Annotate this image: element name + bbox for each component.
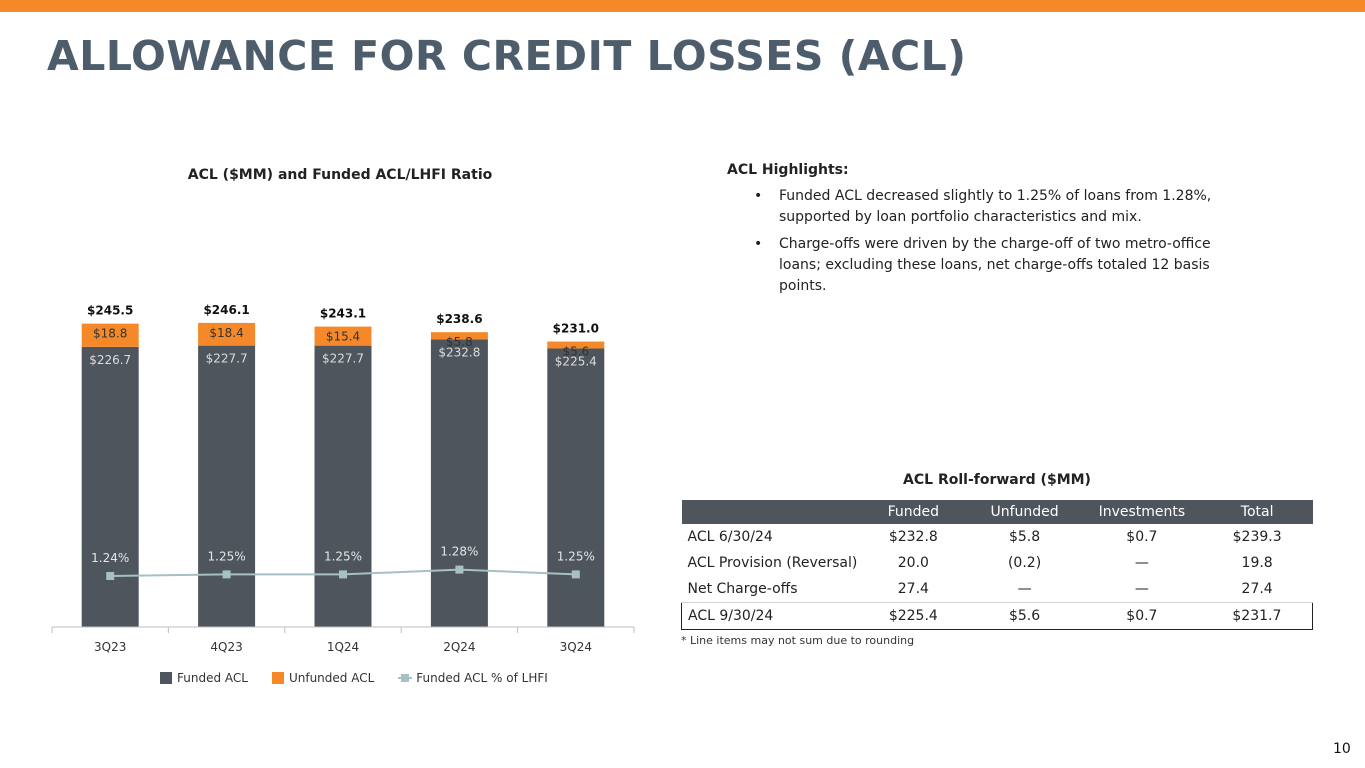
highlights-list: • Funded ACL decreased slightly to 1.25% … — [752, 186, 1222, 303]
bar-unfunded — [81, 323, 139, 347]
ratio-point — [571, 570, 580, 579]
header-cell-label — [681, 500, 860, 524]
row-label: ACL 6/30/24 — [687, 529, 773, 545]
chart-title: ACL ($MM) and Funded ACL/LHFI Ratio — [187, 167, 493, 183]
legend-label-unfunded: Unfunded ACL — [288, 671, 375, 685]
header-cell-investments: Investments — [1081, 500, 1202, 524]
legend-swatch-funded — [160, 672, 172, 684]
total-label: $231.0 — [553, 322, 599, 336]
top-accent-bar — [0, 0, 1365, 12]
cell-total: $231.7 — [1201, 602, 1313, 630]
cell-investments: — — [1081, 576, 1202, 603]
funded-label: $227.7 — [322, 352, 364, 366]
highlight-item: • Charge-offs were driven by the charge-o… — [752, 234, 1222, 297]
funded-label: $232.8 — [438, 345, 480, 359]
row-label: ACL Provision (Reversal) — [687, 555, 858, 571]
cell-funded: $232.8 — [888, 529, 938, 545]
legend-label-funded: Funded ACL — [177, 671, 248, 685]
x-tick-label: 2Q24 — [443, 640, 475, 654]
total-label: $245.5 — [87, 304, 133, 318]
legend-item-unfunded: Unfunded ACL — [271, 671, 375, 685]
bar-unfunded — [547, 341, 605, 349]
ratio-point — [455, 565, 464, 574]
rollforward-title: ACL Roll-forward ($MM) — [903, 472, 1091, 488]
page-number: 10 — [1333, 741, 1351, 757]
unfunded-label: $5.8 — [446, 335, 473, 349]
page-title: ALLOWANCE FOR CREDIT LOSSES (ACL) — [47, 32, 967, 80]
unfunded-label: $15.4 — [326, 330, 360, 344]
chart-legend: Funded ACL Unfunded ACL Funded ACL % of … — [160, 671, 572, 685]
legend-label-ratio: Funded ACL % of LHFI — [416, 671, 548, 685]
ratio-label: 1.28% — [440, 545, 478, 559]
table-row: ACL 6/30/24 $232.8 $5.8 $0.7 $239.3 — [682, 524, 1313, 550]
row-label: Net Charge-offs — [681, 576, 860, 603]
cell-unfunded: $5.8 — [1008, 529, 1041, 545]
table-row: Net Charge-offs 27.4 — — 27.4 — [681, 576, 1313, 603]
cell-funded: 20.0 — [897, 555, 929, 571]
unfunded-label: $18.4 — [209, 326, 243, 340]
legend-marker-ratio — [398, 672, 413, 684]
bar-unfunded — [430, 332, 488, 340]
bullet-icon: • — [754, 188, 763, 204]
highlight-text: Funded ACL decreased slightly to 1.25% o… — [779, 188, 1212, 225]
total-label: $246.1 — [203, 303, 249, 317]
bar-unfunded — [198, 322, 256, 346]
legend-item-ratio: Funded ACL % of LHFI — [398, 671, 548, 685]
highlight-item: • Funded ACL decreased slightly to 1.25% … — [752, 186, 1222, 228]
legend-swatch-unfunded — [271, 672, 284, 684]
bar-funded — [547, 348, 605, 627]
bar-funded — [81, 346, 139, 627]
x-tick-label: 3Q23 — [94, 640, 126, 654]
cell-unfunded: $5.6 — [967, 602, 1082, 630]
bar-funded — [198, 345, 256, 627]
header-cell-unfunded: Unfunded — [967, 500, 1082, 524]
funded-label: $227.7 — [206, 352, 248, 366]
table-row-total: ACL 9/30/24 $225.4 $5.6 $0.7 $231.7 — [681, 602, 1313, 630]
footnote: * Line items may not sum due to rounding — [681, 634, 915, 647]
cell-investments: $0.7 — [1081, 602, 1202, 630]
cell-investments: — — [1134, 555, 1149, 571]
cell-total: 19.8 — [1241, 555, 1273, 571]
bar-funded — [314, 345, 372, 627]
cell-unfunded: (0.2) — [1007, 555, 1042, 571]
table-row: ACL Provision (Reversal) 20.0 (0.2) — 19… — [682, 550, 1313, 576]
ratio-label: 1.25% — [557, 549, 595, 563]
ratio-point — [106, 572, 115, 580]
ratio-point — [222, 570, 231, 579]
bullet-icon: • — [754, 236, 763, 252]
x-tick-label: 4Q23 — [210, 640, 242, 654]
cell-unfunded: — — [967, 576, 1082, 603]
total-label: $243.1 — [320, 307, 366, 321]
unfunded-label: $18.8 — [93, 327, 127, 341]
x-tick-label: 3Q24 — [560, 640, 592, 654]
cell-total: $239.3 — [1232, 529, 1282, 545]
legend-item-funded: Funded ACL — [160, 671, 248, 685]
ratio-label: 1.25% — [324, 549, 362, 563]
table-header-row: Funded Unfunded Investments Total — [681, 500, 1313, 524]
unfunded-label: $5.6 — [562, 345, 589, 359]
row-label: ACL 9/30/24 — [681, 602, 860, 630]
highlights-title: ACL Highlights: — [727, 162, 849, 178]
funded-label: $225.4 — [555, 354, 597, 368]
x-tick-label: 1Q24 — [327, 640, 359, 654]
bar-unfunded — [314, 326, 372, 346]
ratio-point — [339, 570, 347, 579]
header-cell-total: Total — [1201, 500, 1313, 524]
funded-label: $226.7 — [89, 353, 131, 367]
cell-investments: $0.7 — [1126, 529, 1158, 545]
ratio-label: 1.24% — [91, 551, 129, 565]
ratio-label: 1.25% — [208, 549, 246, 563]
cell-total: 27.4 — [1201, 576, 1313, 603]
cell-funded: 27.4 — [859, 576, 968, 603]
header-cell-funded: Funded — [859, 500, 968, 524]
rollforward-table: Funded Unfunded Investments Total ACL 6/… — [681, 500, 1313, 630]
bar-funded — [430, 339, 488, 627]
highlight-text: Charge-offs were driven by the charge-of… — [779, 236, 1211, 294]
acl-chart: $245.5 $226.7 $18.8 3Q23 $246.1 $227.7 $18.4 4Q… — [51, 303, 635, 654]
total-label: $238.6 — [436, 312, 482, 326]
cell-funded: $225.4 — [859, 602, 968, 630]
